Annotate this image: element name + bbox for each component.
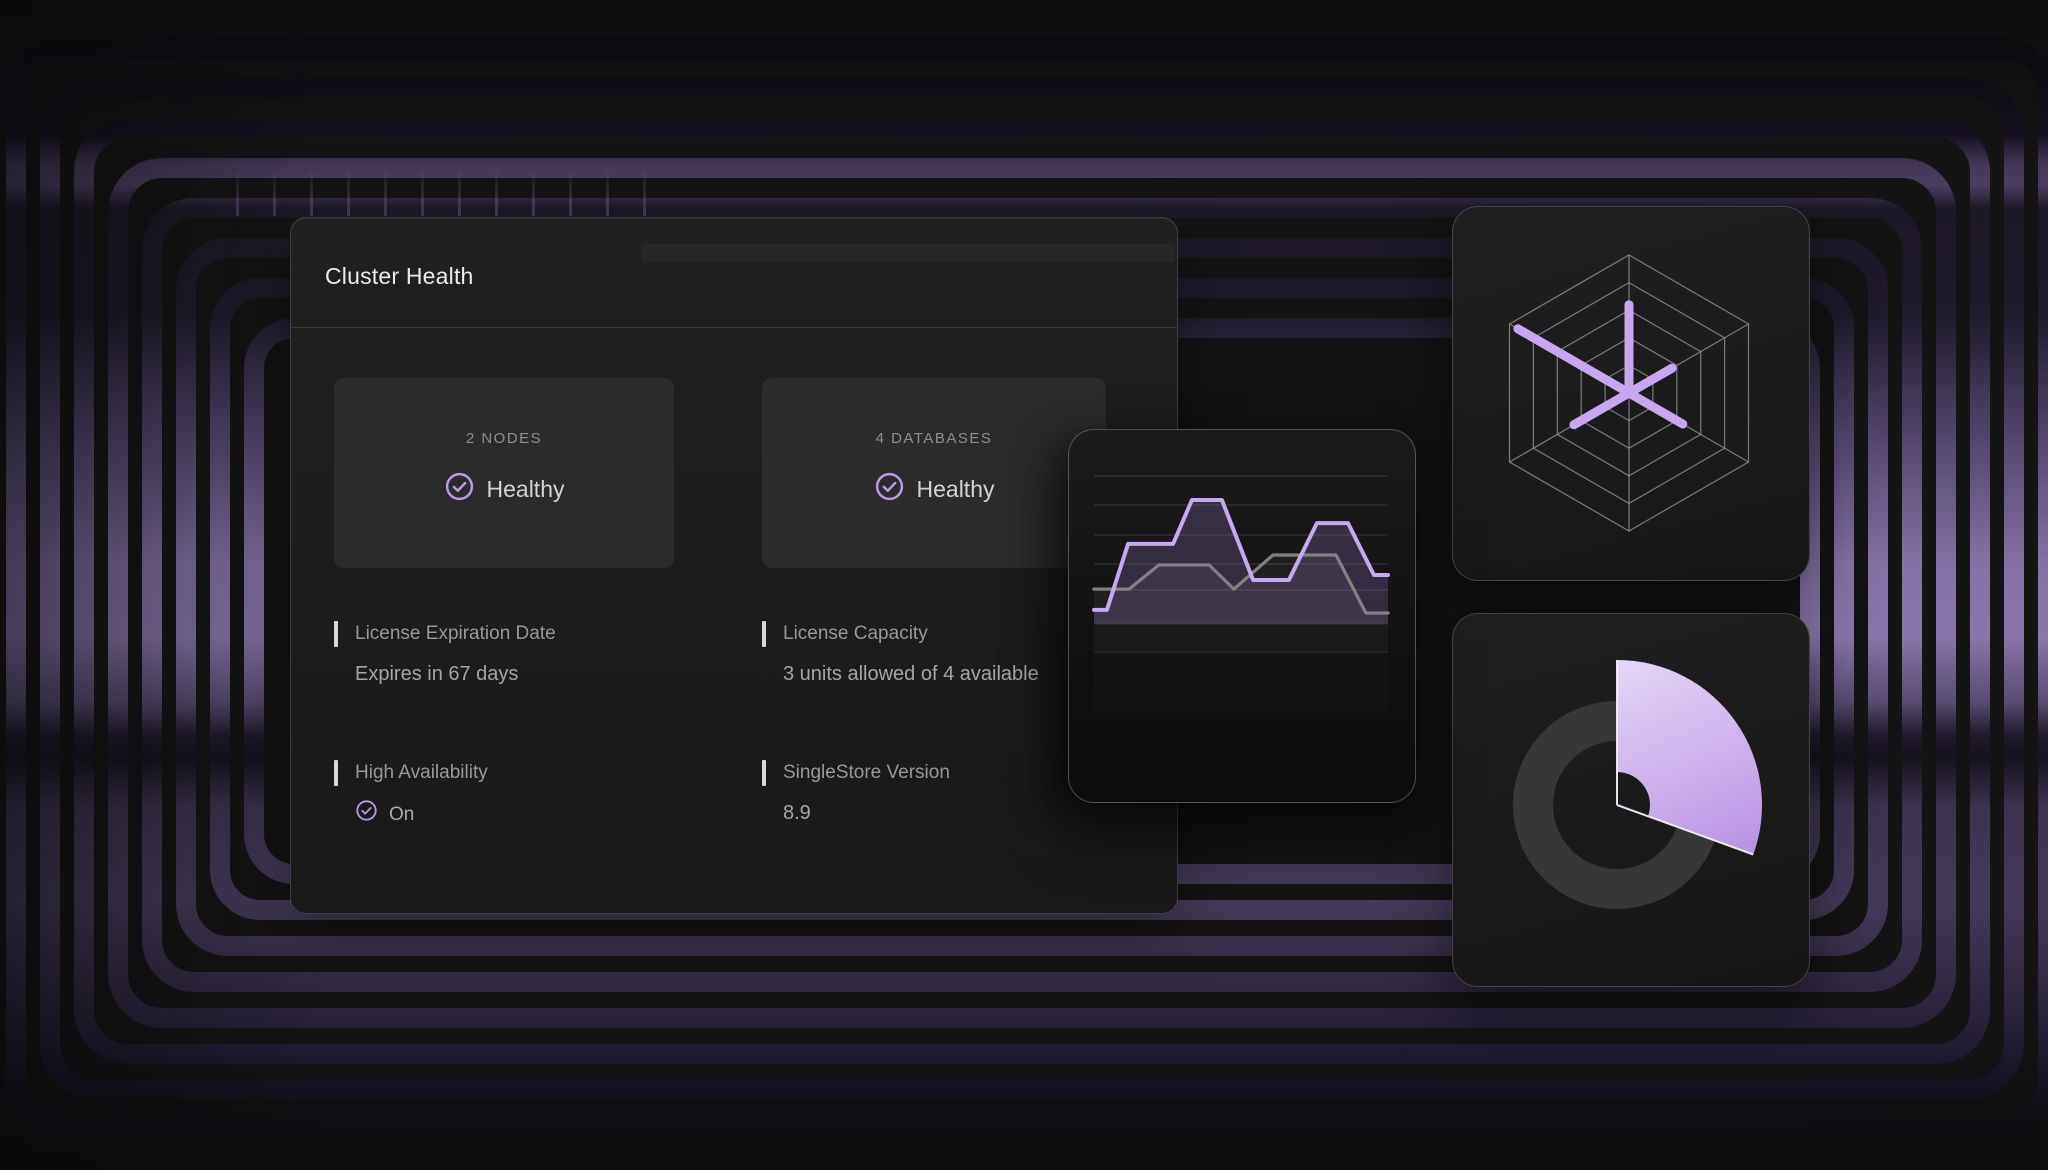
label-marker: [334, 621, 338, 647]
card-header: Cluster Health: [291, 218, 1177, 327]
activity-area-chart: [1092, 475, 1390, 653]
status-badge: Healthy: [874, 471, 995, 507]
cluster-health-card: Cluster Health 2 NODES Healthy 4 DATABAS…: [290, 217, 1178, 914]
license-expiration-detail: License Expiration Date Expires in 67 da…: [334, 620, 754, 688]
databases-count-label: 4 DATABASES: [875, 430, 993, 447]
label-marker: [762, 760, 766, 786]
label-marker: [334, 760, 338, 786]
nodes-status-tile: 2 NODES Healthy: [334, 378, 674, 568]
check-circle-icon: [874, 471, 905, 507]
detail-label-text: SingleStore Version: [783, 762, 950, 783]
detail-label: License Expiration Date: [334, 620, 754, 648]
detail-label-text: License Expiration Date: [355, 623, 556, 644]
detail-label-text: License Capacity: [783, 623, 928, 644]
radar-chart-card: [1452, 206, 1810, 581]
activity-chart-card: [1068, 429, 1416, 803]
high-availability-detail: High Availability On: [334, 759, 754, 831]
status-text: Healthy: [916, 475, 995, 502]
detail-label-text: High Availability: [355, 762, 488, 783]
page-title: Cluster Health: [325, 263, 474, 290]
donut-chart: [1513, 660, 1763, 909]
detail-value: On: [355, 799, 754, 831]
detail-label: High Availability: [334, 759, 754, 787]
label-marker: [762, 621, 766, 647]
check-circle-icon: [444, 471, 475, 507]
status-text: Healthy: [486, 475, 565, 502]
header-divider: [291, 327, 1177, 328]
radar-chart: [1508, 254, 1750, 532]
header-ghost-bar: [641, 244, 1175, 262]
detail-value-text: On: [389, 804, 415, 825]
databases-status-tile: 4 DATABASES Healthy: [762, 378, 1106, 568]
detail-value: 8.9: [783, 802, 811, 824]
background-ticks: [236, 166, 656, 216]
nodes-count-label: 2 NODES: [465, 430, 543, 447]
check-circle-icon: [355, 799, 378, 831]
status-badge: Healthy: [444, 471, 565, 507]
detail-value: Expires in 67 days: [355, 663, 519, 685]
donut-chart-card: [1452, 613, 1810, 987]
